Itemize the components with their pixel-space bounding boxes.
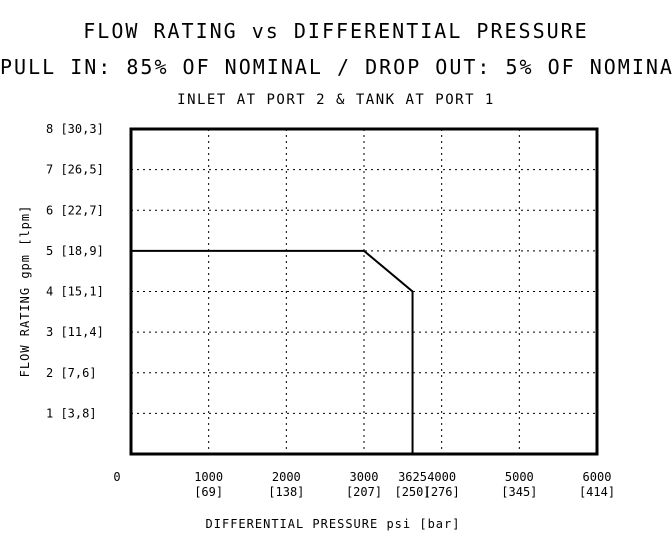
y-tick-label: 1 [3,8] [46, 406, 97, 420]
x-tick-sublabel: [207] [346, 485, 382, 499]
x-tick-sublabel: [276] [424, 485, 460, 499]
chart-title: FLOW RATING vs DIFFERENTIAL PRESSURE [83, 19, 589, 43]
x-tick-label: 1000 [194, 470, 223, 484]
y-tick-label: 3 [11,4] [46, 325, 104, 339]
x-tick-label: 4000 [427, 470, 456, 484]
y-tick-label: 5 [18,9] [46, 244, 104, 258]
x-tick-sublabel: [69] [194, 485, 223, 499]
x-axis-label: DIFFERENTIAL PRESSURE psi [bar] [206, 517, 461, 531]
x-tick-label: 3625 [398, 470, 427, 484]
x-tick-labels: 0 1000[69] 2000[138] 3000[207] 3625[250]4000… [113, 470, 615, 499]
series-group [131, 249, 414, 454]
x-tick-sublabel: [414] [579, 485, 615, 499]
y-axis-label: FLOW RATING gpm [lpm] [18, 205, 32, 378]
x-tick-sublabel: [138] [268, 485, 304, 499]
y-tick-label: 8 [30,3] [46, 122, 104, 136]
grid-lines [131, 129, 597, 454]
x-tick-sublabel: [250] [394, 485, 430, 499]
plot-frame [129, 127, 599, 456]
chart-subtitle: PULL IN: 85% OF NOMINAL / DROP OUT: 5% O… [0, 55, 672, 79]
y-tick-label: 6 [22,7] [46, 203, 104, 217]
chart-note: INLET AT PORT 2 & TANK AT PORT 1 [177, 92, 495, 108]
y-tick-label: 7 [26,5] [46, 163, 104, 177]
y-tick-label: 2 [7,6] [46, 366, 97, 380]
x-tick-label: 6000 [583, 470, 612, 484]
x-tick-label: 0 [113, 470, 120, 484]
x-tick-label: 3000 [350, 470, 379, 484]
y-tick-labels: 1 [3,8] 2 [7,6] 3 [11,4] 4 [15,1] 5 [18,9] 6 … [46, 122, 104, 420]
x-tick-sublabel: [345] [501, 485, 537, 499]
series-line-0 [131, 249, 414, 454]
x-tick-label: 5000 [505, 470, 534, 484]
x-tick-label: 2000 [272, 470, 301, 484]
y-tick-label: 4 [15,1] [46, 285, 104, 299]
